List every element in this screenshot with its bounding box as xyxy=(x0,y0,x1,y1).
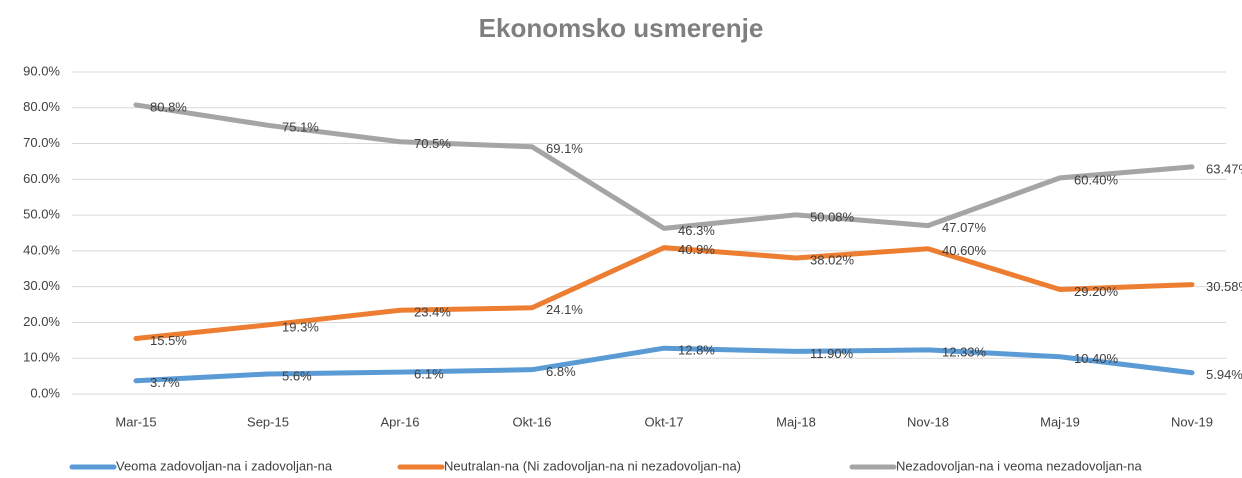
data-label: 5.94% xyxy=(1206,367,1242,382)
x-tick-label: Maj-18 xyxy=(776,414,816,429)
y-tick-label: 20.0% xyxy=(23,314,60,329)
data-label: 40.9% xyxy=(678,242,715,257)
series-line xyxy=(133,245,1195,342)
data-label: 12.33% xyxy=(942,344,987,359)
y-tick-label: 40.0% xyxy=(23,242,60,257)
data-label: 60.40% xyxy=(1074,172,1119,187)
data-label: 6.1% xyxy=(414,367,444,382)
x-tick-label: Nov-18 xyxy=(907,414,949,429)
data-label: 47.07% xyxy=(942,220,987,235)
x-tick-label: Apr-16 xyxy=(380,414,419,429)
data-label: 69.1% xyxy=(546,141,583,156)
data-label: 10.40% xyxy=(1074,351,1119,366)
data-label: 38.02% xyxy=(810,252,855,267)
x-tick-label: Mar-15 xyxy=(115,414,156,429)
y-tick-label: 60.0% xyxy=(23,171,60,186)
x-tick-label: Maj-19 xyxy=(1040,414,1080,429)
data-label: 5.6% xyxy=(282,368,312,383)
data-label: 19.3% xyxy=(282,319,319,334)
y-tick-label: 50.0% xyxy=(23,207,60,222)
x-tick-label: Nov-19 xyxy=(1171,414,1213,429)
x-tick-label: Okt-16 xyxy=(512,414,551,429)
data-label: 75.1% xyxy=(282,120,319,135)
x-tick-label: Okt-17 xyxy=(644,414,683,429)
y-tick-label: 80.0% xyxy=(23,99,60,114)
y-tick-label: 90.0% xyxy=(23,63,60,78)
data-label: 30.58% xyxy=(1206,279,1242,294)
data-label: 70.5% xyxy=(414,136,451,151)
data-label: 12.8% xyxy=(678,343,715,358)
data-label: 11.90% xyxy=(810,346,854,361)
data-label: 24.1% xyxy=(546,302,583,317)
data-label: 6.8% xyxy=(546,364,576,379)
legend-label: Veoma zadovoljan-na i zadovoljan-na xyxy=(116,458,333,473)
y-tick-label: 0.0% xyxy=(30,385,60,400)
series-line xyxy=(133,345,1195,384)
legend-label: Neutralan-na (Ni zadovoljan-na ni nezado… xyxy=(444,458,741,473)
x-tick-label: Sep-15 xyxy=(247,414,289,429)
data-label: 23.4% xyxy=(414,305,451,320)
data-label: 80.8% xyxy=(150,99,187,114)
y-tick-label: 70.0% xyxy=(23,135,60,150)
data-label: 46.3% xyxy=(678,223,715,238)
data-label: 63.47% xyxy=(1206,161,1242,176)
y-tick-label: 10.0% xyxy=(23,350,60,365)
data-label: 29.20% xyxy=(1074,284,1119,299)
data-label: 40.60% xyxy=(942,243,987,258)
data-label: 15.5% xyxy=(150,333,187,348)
data-label: 3.7% xyxy=(150,375,180,390)
series-line xyxy=(133,102,1195,231)
legend-label: Nezadovoljan-na i veoma nezadovoljan-na xyxy=(896,458,1142,473)
y-tick-label: 30.0% xyxy=(23,278,60,293)
data-label: 50.08% xyxy=(810,209,855,224)
chart-title: Ekonomsko usmerenje xyxy=(479,13,764,43)
